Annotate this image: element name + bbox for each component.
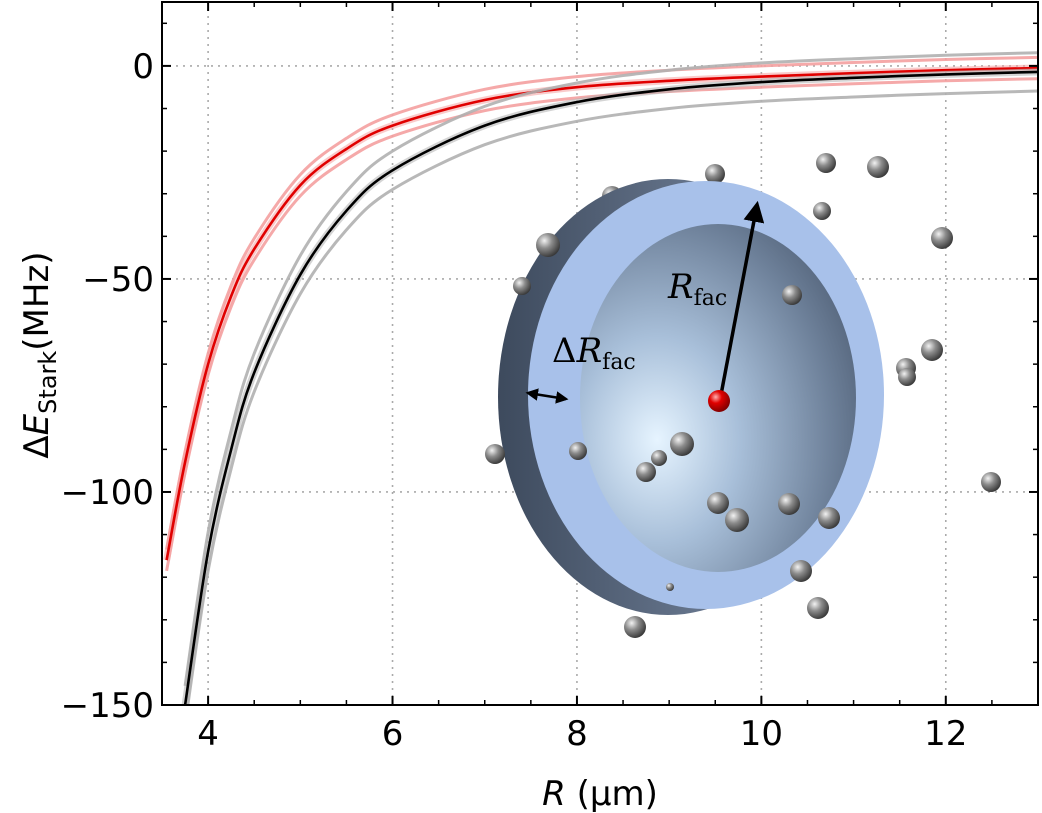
atom: [813, 202, 831, 220]
y-axis-subscript: Stark: [34, 351, 62, 414]
y-tick-label: −100: [61, 473, 154, 513]
atom: [981, 472, 1001, 492]
atom: [485, 444, 505, 464]
atom: [818, 507, 840, 529]
thickness-label: ΔRfac: [552, 331, 636, 375]
y-axis-ticks: 0 −50 −100 −150: [61, 22, 1038, 726]
atom: [707, 492, 729, 514]
atom: [725, 508, 749, 532]
atom: [705, 164, 725, 184]
x-tick-label: 6: [382, 714, 404, 754]
x-axis-symbol: R: [542, 774, 566, 813]
atom: [898, 368, 916, 386]
y-axis-delta: Δ: [17, 435, 57, 458]
atom: [807, 597, 829, 619]
series-1-band-lower: [186, 89, 1038, 705]
radius-label: Rfac: [667, 267, 727, 311]
center-atom: [708, 390, 730, 412]
plot-frame: [161, 1, 1039, 706]
x-tick-label: 4: [197, 714, 219, 754]
x-axis-ticks: 4 6 8 10 12: [161, 2, 1039, 754]
y-tick-label: −150: [61, 686, 154, 726]
atom: [778, 493, 800, 515]
inset-illustration: Rfac ΔRfac: [485, 153, 1001, 638]
atom: [636, 462, 656, 482]
x-axis-label: R (μm): [542, 774, 658, 813]
atom: [513, 277, 531, 295]
radius-arrow: [718, 200, 765, 401]
y-tick-label: −50: [82, 260, 154, 300]
atom: [921, 339, 943, 361]
y-axis-symbol: E: [17, 413, 57, 435]
series-1-line: [183, 70, 1038, 705]
atom: [536, 233, 560, 257]
atoms-front: [485, 153, 1001, 638]
thickness-arrow: [525, 388, 569, 404]
y-axis-unit: (MHz): [17, 251, 57, 350]
atom: [651, 450, 667, 466]
x-tick-label: 10: [740, 714, 783, 754]
atom: [790, 560, 812, 582]
series-0-line: [165, 66, 1038, 561]
atom: [867, 156, 889, 178]
x-tick-label: 12: [924, 714, 967, 754]
x-axis-unit: (μm): [577, 774, 658, 813]
x-tick-label: 8: [566, 714, 588, 754]
atom: [666, 583, 674, 591]
curve-layer: [163, 51, 1038, 705]
atom: [816, 153, 836, 173]
atom: [782, 285, 802, 305]
y-tick-label: 0: [132, 47, 154, 87]
atom: [670, 432, 694, 456]
series-1-band-upper: [183, 51, 1038, 687]
atom: [931, 227, 953, 249]
y-axis-label: ΔEStark(MHz): [17, 251, 62, 458]
atom: [624, 616, 646, 638]
atom: [569, 442, 587, 460]
